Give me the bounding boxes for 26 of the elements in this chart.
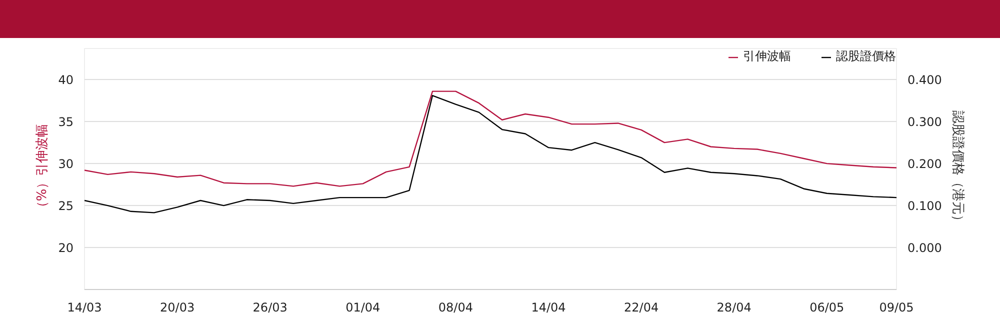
x-tick-label: 14/03	[67, 300, 102, 314]
legend-label: 認股證價格	[836, 48, 896, 65]
y-tick-label: 20	[58, 241, 74, 256]
x-tick-label: 09/05	[879, 300, 914, 314]
y2-tick-label: 0.200	[908, 157, 942, 172]
x-tick-label: 26/03	[252, 300, 288, 314]
y2-tick-label: 0.400	[908, 73, 942, 88]
y2-tick-label: 0.300	[908, 115, 942, 130]
y-tick-label: 30	[58, 157, 74, 172]
y-tick-label: 35	[58, 115, 74, 130]
y-axis-title: （%）引伸波幅	[35, 124, 50, 214]
x-tick-label: 01/04	[346, 300, 380, 314]
line-series	[84, 94, 896, 214]
y-tick-label: 25	[58, 199, 74, 214]
x-tick-label: 20/03	[160, 300, 195, 314]
legend-label: 引伸波幅	[743, 48, 791, 65]
x-tick-label: 14/04	[531, 300, 566, 314]
x-tick-label: 08/04	[438, 300, 474, 314]
y2-axis-title: 認股證價格（港元）	[950, 110, 965, 228]
line-series	[84, 90, 896, 187]
x-tick-label: 22/04	[624, 300, 659, 314]
y2-tick-label: 0.000	[908, 241, 942, 256]
y-tick-label: 40	[58, 73, 74, 88]
x-tick-label: 28/04	[716, 300, 752, 314]
y2-tick-label: 0.100	[908, 199, 942, 214]
x-tick-label: 06/05	[810, 300, 844, 314]
